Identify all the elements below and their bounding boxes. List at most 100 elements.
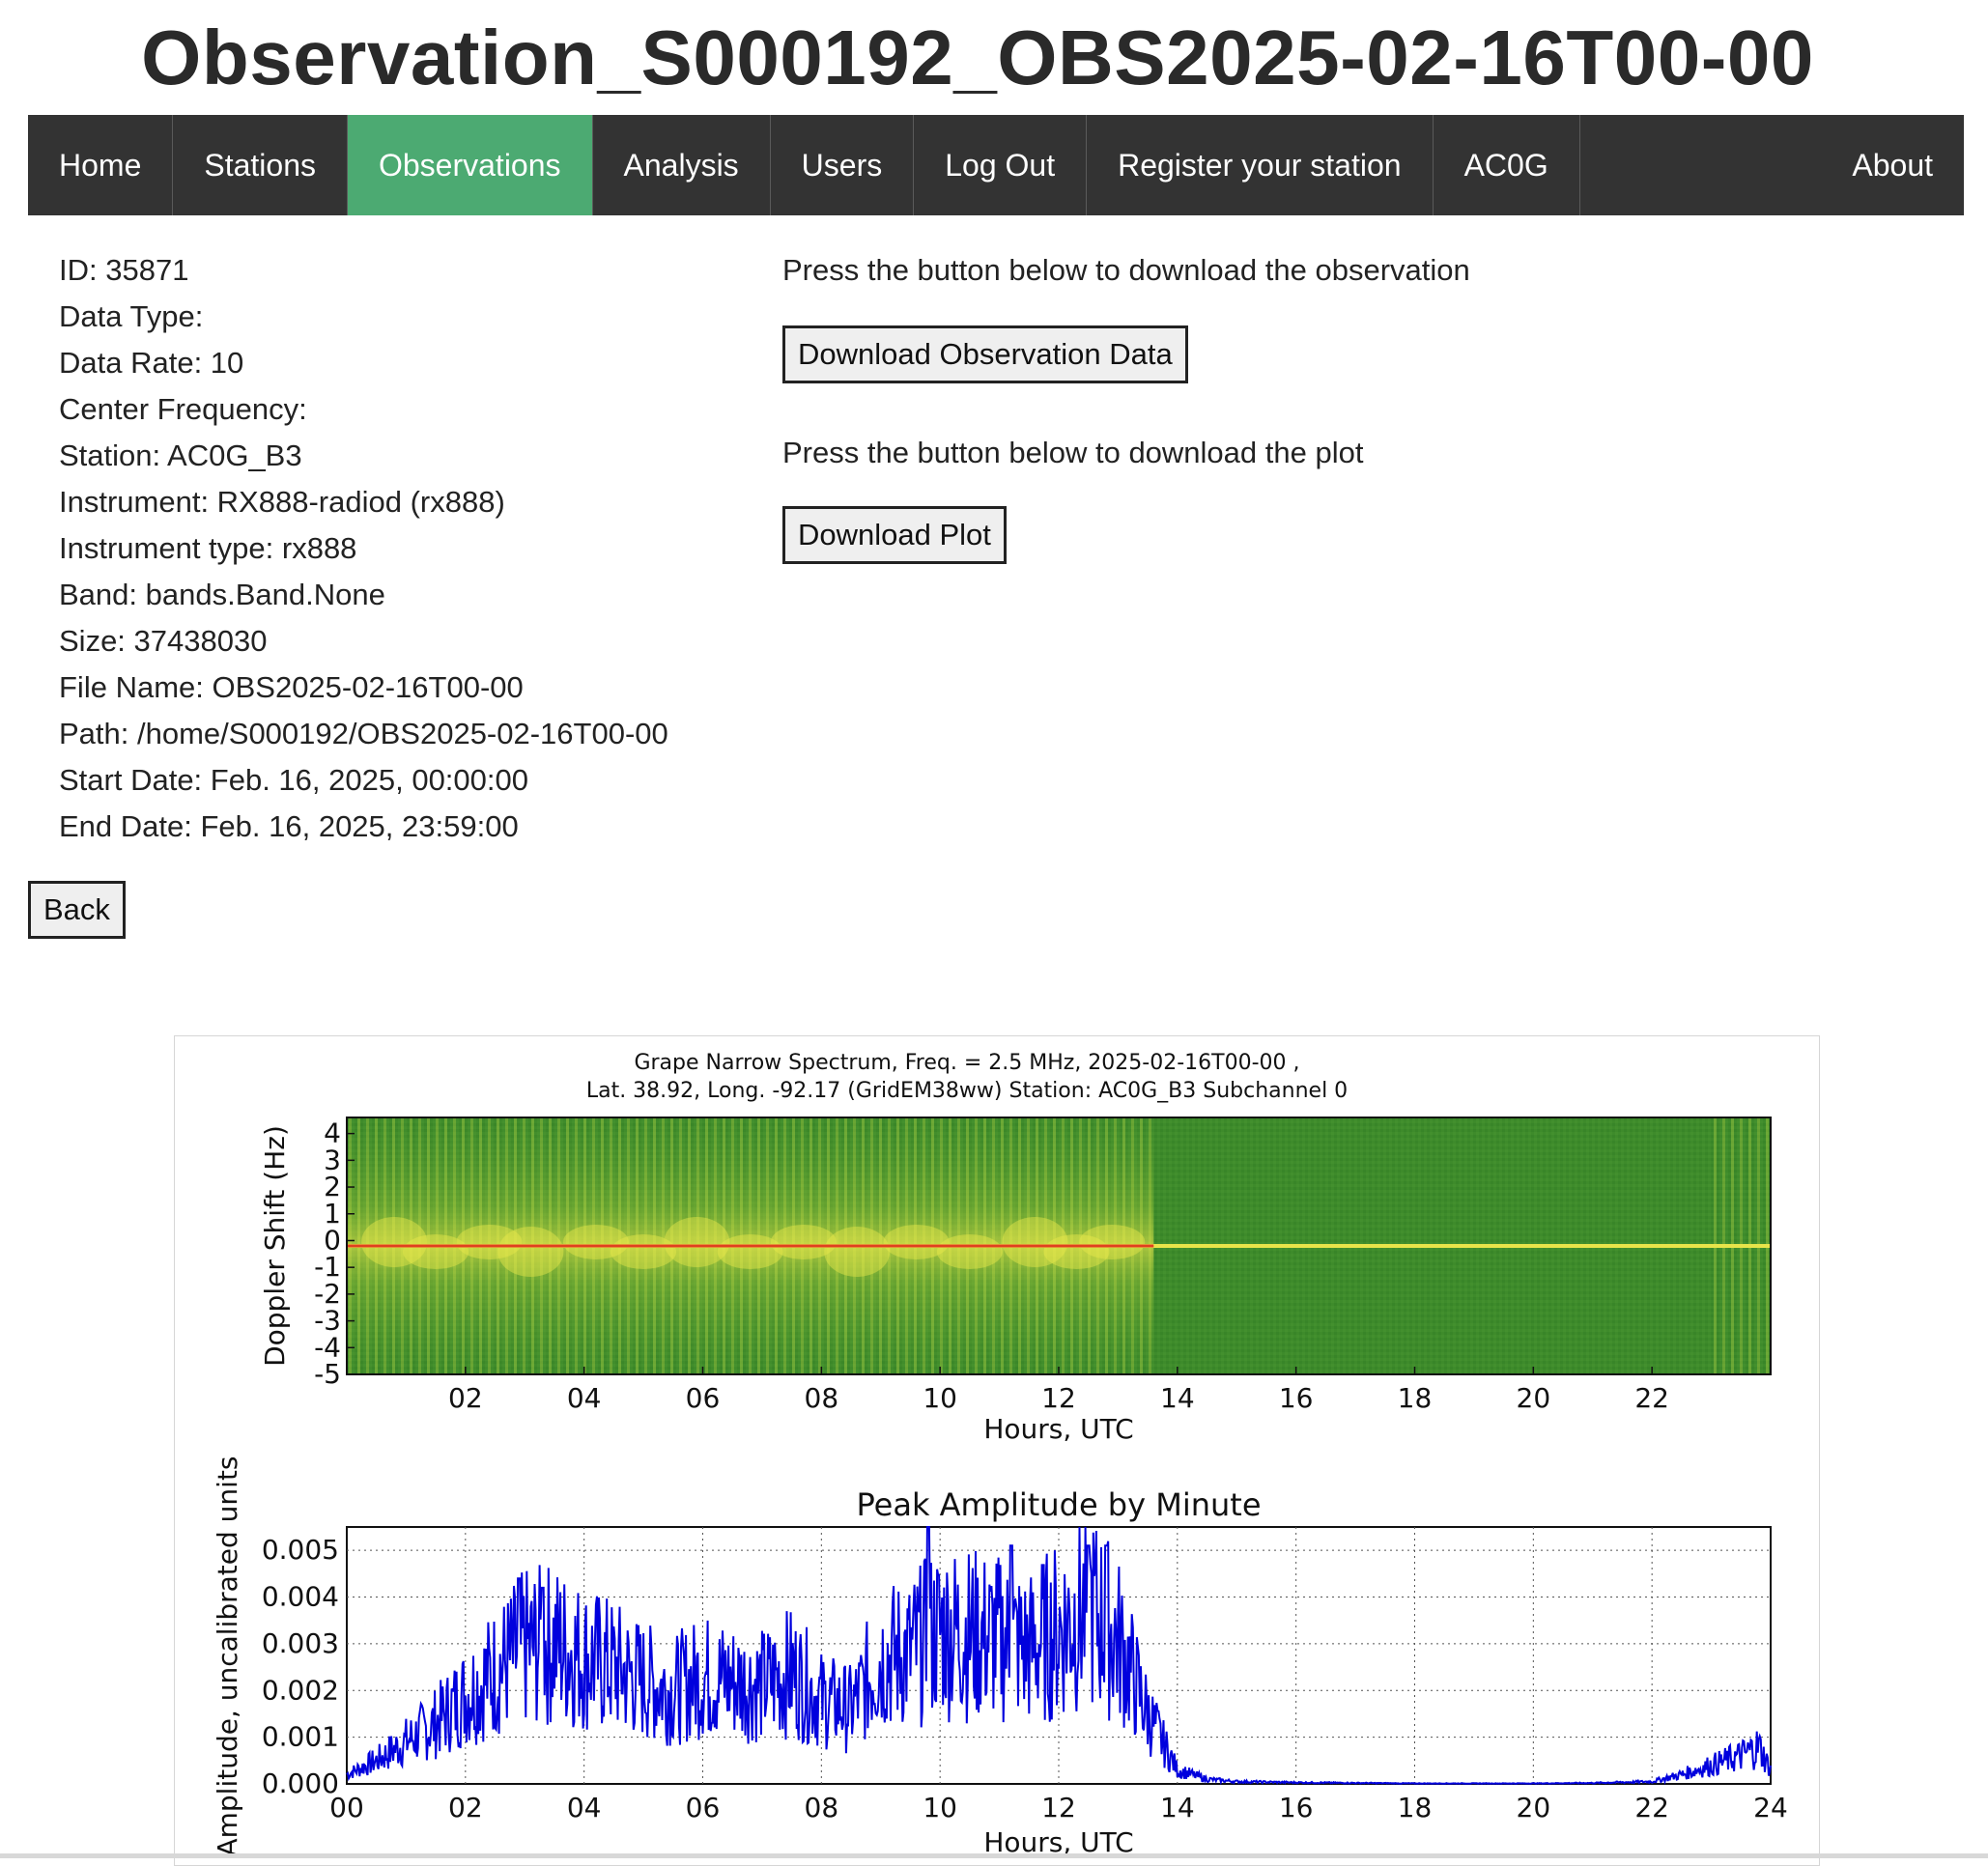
download-observation-button[interactable]: Download Observation Data [782,325,1188,383]
spectrogram-y-tick-label: -4 [314,1331,341,1363]
nav-log-out[interactable]: Log Out [914,115,1088,215]
detail-id: ID: 35871 [59,253,189,287]
amplitude-x-tick-label: 12 [1041,1792,1076,1824]
nav-stations[interactable]: Stations [173,115,348,215]
spectrogram-x-tick-label: 18 [1398,1382,1433,1414]
download-section: Press the button below to download the o… [782,247,1470,294]
spectrogram-blob [361,1217,428,1267]
detail-path: Path: /home/S000192/OBS2025-02-16T00-00 [59,717,668,750]
page-title: Observation_S000192_OBS2025-02-16T00-00 [141,14,1814,100]
amplitude-x-tick-label: 22 [1634,1792,1669,1824]
amplitude-x-tick-label: 08 [805,1792,839,1824]
spectrum-title: Grape Narrow Spectrum, Freq. = 2.5 MHz, … [634,1051,1299,1075]
download-plot-button[interactable]: Download Plot [782,506,1007,564]
detail-station: Station: AC0G_B3 [59,438,302,472]
detail-start-date: Start Date: Feb. 16, 2025, 00:00:00 [59,763,528,797]
spectrogram-x-label: Hours, UTC [983,1413,1133,1445]
detail-file-name: File Name: OBS2025-02-16T00-00 [59,670,524,704]
spectrogram-x-tick-label: 08 [805,1382,839,1414]
amplitude-y-tick-label: 0.000 [262,1767,339,1799]
amplitude-chart: Peak Amplitude by Minute 00 02 04 06 08 10 12 1… [212,1456,1788,1858]
spectrogram-blob [717,1234,783,1269]
spectrogram-blob [770,1225,837,1259]
spectrogram-blobs [361,1217,1146,1277]
amplitude-x-tick-label: 20 [1517,1792,1551,1824]
amplitude-x-tick-label: 04 [567,1792,602,1824]
spectrogram-y-tick-label: -2 [314,1278,341,1310]
amplitude-series-line [346,1526,1772,1786]
amplitude-x-label: Hours, UTC [983,1826,1133,1858]
spectrogram-x-tick-label: 10 [923,1382,957,1414]
spectrogram-x-tick-label: 12 [1041,1382,1076,1414]
plot-svg: Grape Narrow Spectrum, Freq. = 2.5 MHz, … [212,1051,1788,1858]
observation-plot: Grape Narrow Spectrum, Freq. = 2.5 MHz, … [174,1035,1820,1866]
spectrogram-blob [1002,1217,1068,1267]
amplitude-y-tick-label: 0.002 [262,1674,339,1706]
nav-home[interactable]: Home [28,115,174,215]
detail-data-rate: Data Rate: 10 [59,346,244,380]
spectrogram-blob [497,1227,564,1277]
spectrogram-blob [1043,1234,1110,1269]
detail-end-date: End Date: Feb. 16, 2025, 23:59:00 [59,809,519,843]
nav-about[interactable]: About [1852,148,1933,183]
detail-data-type: Data Type: [59,299,204,333]
window-bottom-edge [0,1853,1988,1858]
amplitude-y-ticks: 0.005 0.004 0.003 0.002 0.001 0.000 [262,1534,339,1799]
nav-register-station[interactable]: Register your station [1087,115,1434,215]
nav-spacer [1580,115,1822,215]
spectrogram-blob [403,1234,469,1269]
amplitude-y-tick-label: 0.004 [262,1581,339,1613]
detail-center-frequency: Center Frequency: [59,392,307,426]
spectrogram-x-tick-label: 20 [1517,1382,1551,1414]
nav-observations[interactable]: Observations [347,115,593,215]
amplitude-y-label: Amplitude, uncalibrated units [212,1456,243,1856]
spectrogram-x-tick-label: 14 [1160,1382,1195,1414]
top-nav: Home Stations Observations Analysis User… [28,115,1964,215]
spectrogram-blob [664,1217,730,1267]
download-observation-text: Press the button below to download the o… [782,253,1470,287]
amplitude-x-tick-label: 24 [1753,1792,1788,1824]
detail-instrument-type: Instrument type: rx888 [59,531,357,565]
back-button[interactable]: Back [28,881,126,939]
spectrogram-blob [883,1225,950,1259]
detail-instrument: Instrument: RX888-radiod (rx888) [59,485,505,519]
spectrogram-y-tick-label: -3 [314,1305,341,1337]
spectrogram-blob [562,1225,629,1259]
amplitude-x-tick-label: 02 [448,1792,483,1824]
amplitude-x-tick-label: 14 [1160,1792,1195,1824]
spectrogram-y-tick-label: 4 [324,1117,341,1149]
spectrogram-y-tick-label: 0 [324,1224,341,1256]
amplitude-title: Peak Amplitude by Minute [856,1486,1261,1523]
spectrogram-y-tick-label: 2 [324,1171,341,1202]
spectrogram-x-tick-label: 04 [567,1382,602,1414]
spectrogram-blob [611,1234,677,1269]
spectrogram-y-tick-label: -1 [314,1251,341,1283]
detail-band: Band: bands.Band.None [59,578,385,611]
nav-ac0g[interactable]: AC0G [1434,115,1580,215]
detail-size: Size: 37438030 [59,624,268,658]
amplitude-x-tick-label: 16 [1279,1792,1314,1824]
spectrogram-x-ticks: 02 04 06 08 10 12 14 16 18 20 22 [448,1367,1669,1414]
amplitude-x-tick-label: 18 [1398,1792,1433,1824]
spectrogram-y-tick-label: 3 [324,1144,341,1175]
nav-users[interactable]: Users [771,115,915,215]
amplitude-y-tick-label: 0.001 [262,1721,339,1753]
spectrogram-y-tick-label: -5 [314,1358,341,1390]
amplitude-y-tick-label: 0.005 [262,1534,339,1566]
nav-analysis[interactable]: Analysis [593,115,771,215]
amplitude-x-tick-label: 00 [329,1792,364,1824]
observation-details: ID: 35871 Data Type: Data Rate: 10 Cente… [59,247,668,850]
spectrogram-x-tick-label: 22 [1634,1382,1669,1414]
spectrogram-blob [824,1227,891,1277]
spectrum-subtitle: Lat. 38.92, Long. -92.17 (GridEM38ww) St… [586,1079,1348,1103]
download-plot-text: Press the button below to download the p… [782,436,1364,469]
spectrogram-x-tick-label: 06 [686,1382,721,1414]
spectrogram-x-tick-label: 16 [1279,1382,1314,1414]
spectrogram-y-tick-label: 1 [324,1198,341,1230]
amplitude-y-tick-label: 0.003 [262,1627,339,1659]
spectrogram-y-label: Doppler Shift (Hz) [259,1125,291,1367]
amplitude-x-tick-label: 10 [923,1792,957,1824]
spectrogram-x-tick-label: 02 [448,1382,483,1414]
